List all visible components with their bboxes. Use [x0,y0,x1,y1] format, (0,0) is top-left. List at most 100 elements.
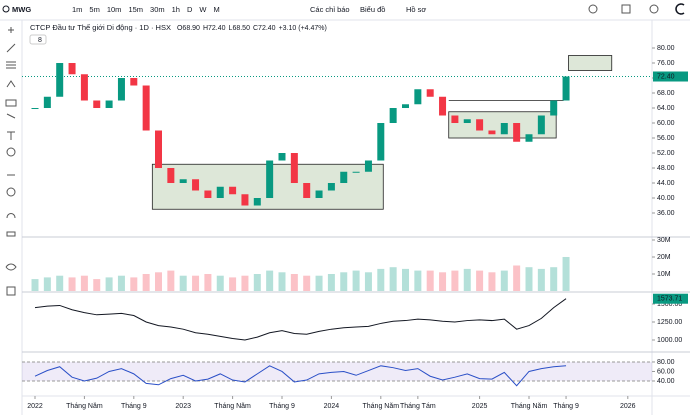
candle-body [278,153,286,161]
candle-body [377,123,385,161]
candle-body [204,190,212,199]
candle-body [142,85,150,131]
legend-title: CTCP Đầu tư Thế giới Di động · 1D · HSX [30,23,171,32]
x-tick-label: Tháng Năm [214,403,251,410]
x-tick-label: Tháng 9 [269,403,295,410]
candle-body [439,96,447,116]
symbol[interactable]: MWG [12,5,31,14]
x-tick-label: Tháng 9 [121,403,147,410]
fib-tool[interactable] [6,61,16,69]
zoom-tool[interactable] [6,187,16,197]
volume-bar [229,277,237,291]
y-tick-label: 1000.00 [657,337,682,344]
candle-body [500,123,508,135]
volume-bar [241,275,249,291]
volume-bar [204,273,212,291]
volume-bar [525,267,533,291]
toolbar-button[interactable]: Các chỉ báo [310,5,350,14]
toolbar-button[interactable]: Hồ sơ [406,5,426,14]
interval-button[interactable]: 5m [89,5,99,14]
lock-tool[interactable] [6,231,16,237]
volume-bar [488,272,496,291]
hidden-count[interactable]: 8 [38,37,42,44]
y-tick-label: 52.00 [657,150,675,157]
trend-tool[interactable] [6,43,16,53]
shape-tool[interactable] [5,99,17,107]
interval-button[interactable]: 15m [128,5,143,14]
candle-body [192,179,200,191]
interval-button[interactable]: D [187,5,193,14]
left-toolbar [5,27,17,296]
volume-bar [513,265,521,291]
volume-bar [117,275,125,291]
hidden-indicators[interactable] [29,34,47,45]
candle-body [253,198,261,206]
ohlc-label: O [177,25,183,32]
interval-button[interactable]: M [213,5,219,14]
volume-bar [266,270,274,291]
volume-bar [216,275,224,291]
settings-button[interactable] [649,4,659,14]
interval-button[interactable]: W [199,5,207,14]
fullscreen-button[interactable] [621,4,631,14]
candle-body [56,63,64,97]
interval-button[interactable]: 30m [150,5,165,14]
search-button[interactable] [588,4,598,14]
volume-bar [68,277,76,291]
toolbar-button[interactable]: Biểu đồ [360,5,385,14]
obv-line [34,298,567,341]
interval-button[interactable]: 10m [107,5,122,14]
volume-bar [463,268,471,291]
volume-bar [105,277,113,291]
x-tick-label: 2026 [620,403,636,410]
price-badge [653,71,688,82]
search-icon[interactable] [2,5,10,13]
y-tick-label: 36.00 [657,210,675,217]
volume-bar [179,275,187,291]
candle-body [216,186,224,199]
volume-bar [290,273,298,291]
interval-button[interactable]: 1h [172,5,180,14]
magnet-tool[interactable] [6,213,16,219]
y-tick-label: 10M [657,271,671,278]
ohlc-value: 72.40 [208,25,226,32]
visibility-tool[interactable] [5,263,17,271]
rsi-band [22,361,652,381]
y-tick-label: 60.00 [657,120,675,127]
y-tick-label: 40.00 [657,195,675,202]
candle-body [537,115,545,135]
candle-body [315,190,323,199]
y-tick-label: 1250.00 [657,319,682,326]
y-tick-label: 1500.00 [657,301,682,308]
volume-bar [253,273,261,291]
volume-bar [192,275,200,291]
ohlc-value: 68.90 [182,25,200,32]
volume-bar [537,268,545,291]
candle-body [463,119,471,124]
emoji-tool[interactable] [6,147,16,157]
volume-bar [142,273,150,291]
crosshair-tool[interactable] [8,27,14,33]
y-tick-label: 80.00 [657,45,675,52]
candle-body [155,130,162,169]
ohlc-label: L [229,25,233,32]
volume-bar [340,272,348,291]
volume-bar [352,270,360,291]
pattern-tool[interactable] [6,80,16,88]
candle-body [550,100,558,116]
x-tick-label: Tháng Năm [511,403,548,410]
last-price-label: 72.40 [657,73,675,80]
candle-body [105,100,113,109]
candle-body [426,89,434,97]
delete-tool[interactable] [6,286,16,296]
text-tool[interactable] [7,131,15,140]
top-toolbar [0,0,690,20]
interval-button[interactable]: 1m [72,5,82,14]
snapshot-button[interactable] [675,3,685,15]
volume-bar [562,256,570,291]
candle-body [80,74,88,101]
candle-body [266,160,274,199]
brush-tool[interactable] [6,113,16,119]
